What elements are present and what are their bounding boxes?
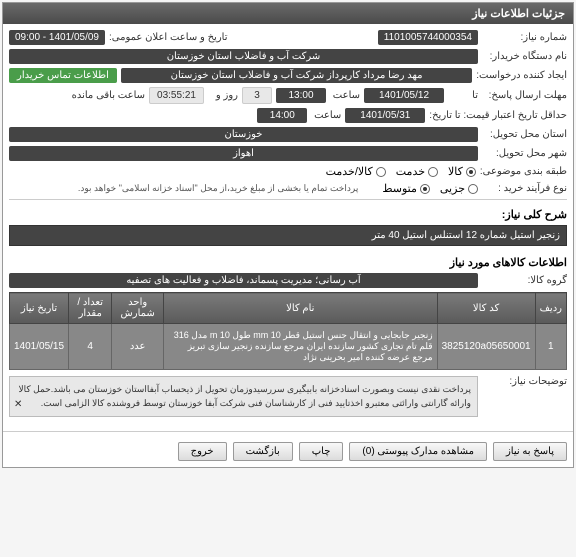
to-label: تا xyxy=(448,90,478,101)
notes-text: پرداخت نقدی نیست وبصورت اسنادخزانه بابیگ… xyxy=(18,384,471,408)
category-label: طبقه بندی موضوعی: xyxy=(480,166,567,177)
button-bar: پاسخ به نیاز مشاهده مدارک پیوستی (0) چاپ… xyxy=(3,436,573,467)
items-table: ردیف کد کالا نام کالا واحد شمارش تعداد /… xyxy=(9,292,567,370)
cell-qty: 4 xyxy=(69,324,112,370)
time-label-1: ساعت xyxy=(330,90,360,101)
attachments-button[interactable]: مشاهده مدارک پیوستی (0) xyxy=(349,442,487,461)
details-panel: جزئیات اطلاعات نیاز شماره نیاز: 11010057… xyxy=(2,2,574,468)
print-button[interactable]: چاپ xyxy=(299,442,344,461)
table-row[interactable]: 1 3825120a05650001 زنجیر جابجایی و انتقا… xyxy=(10,324,567,370)
notes-label: توضیحات نیاز: xyxy=(482,376,567,387)
creator-label: ایجاد کننده درخواست: xyxy=(476,70,567,81)
cell-name: زنجیر جابجایی و انتقال جنس استیل قطر 10 … xyxy=(164,324,438,370)
radio-both[interactable]: کالا/خدمت xyxy=(326,165,386,178)
group-label: گروه کالا: xyxy=(482,275,567,286)
items-section-title: اطلاعات کالاهای مورد نیاز xyxy=(9,252,567,273)
col-unit: واحد شمارش xyxy=(112,293,164,324)
deadline-time: 13:00 xyxy=(276,88,326,103)
group-value: آب رسانی؛ مدیریت پسماند، فاضلاب و فعالیت… xyxy=(9,273,478,288)
time-label-2: ساعت xyxy=(311,110,341,121)
radio-dot-icon xyxy=(376,167,386,177)
radio-dot-icon xyxy=(428,167,438,177)
days-and-label: روز و xyxy=(208,90,238,101)
process-label: نوع فرآیند خرید : xyxy=(482,183,567,194)
deadline-label: مهلت ارسال پاسخ: xyxy=(482,90,567,101)
city-label: شهر محل تحویل: xyxy=(482,148,567,159)
back-button[interactable]: بازگشت xyxy=(233,442,293,461)
valid-label: حداقل تاریخ اعتبار قیمت: تا تاریخ: xyxy=(429,110,567,121)
radio-small[interactable]: جزیی xyxy=(440,182,478,195)
valid-time: 14:00 xyxy=(257,108,307,123)
panel-title: جزئیات اطلاعات نیاز xyxy=(3,3,573,24)
reqno-value: 1101005744000354 xyxy=(378,30,478,45)
category-radios: کالا خدمت کالا/خدمت xyxy=(326,165,476,178)
cell-index: 1 xyxy=(535,324,566,370)
remain-label: ساعت باقی مانده xyxy=(72,90,145,101)
announce-value: 1401/05/09 - 09:00 xyxy=(9,30,105,45)
radio-medium[interactable]: متوسط xyxy=(382,182,430,195)
radio-dot-icon xyxy=(468,184,478,194)
cell-unit: عدد xyxy=(112,324,164,370)
close-icon[interactable]: ✕ xyxy=(14,397,22,412)
valid-date: 1401/05/31 xyxy=(345,108,425,123)
cell-date: 1401/05/15 xyxy=(10,324,69,370)
respond-button[interactable]: پاسخ به نیاز xyxy=(493,442,567,461)
desc-title-value: زنجیر استیل شماره 12 استنلس استیل 40 متر xyxy=(9,225,567,246)
process-note: پرداخت تمام یا بخشی از مبلغ خرید،از محل … xyxy=(78,183,358,194)
radio-goods[interactable]: کالا xyxy=(448,165,476,178)
cell-code: 3825120a05650001 xyxy=(437,324,535,370)
province-label: استان محل تحویل: xyxy=(482,129,567,140)
col-date: تاریخ نیاز xyxy=(10,293,69,324)
reqno-label: شماره نیاز: xyxy=(482,32,567,43)
exit-button[interactable]: خروج xyxy=(178,442,227,461)
col-name: نام کالا xyxy=(164,293,438,324)
creator-value: مهد رضا مرداد کارپرداز شرکت آب و فاضلاب … xyxy=(121,68,472,83)
col-qty: تعداد / مقدار xyxy=(69,293,112,324)
col-code: کد کالا xyxy=(437,293,535,324)
days-value: 3 xyxy=(242,87,272,104)
remain-time: 03:55:21 xyxy=(149,87,204,104)
radio-dot-icon xyxy=(466,167,476,177)
col-index: ردیف xyxy=(535,293,566,324)
notes-box: پرداخت نقدی نیست وبصورت اسنادخزانه بابیگ… xyxy=(9,376,478,417)
contact-badge[interactable]: اطلاعات تماس خریدار xyxy=(9,68,117,83)
city-value: اهواز xyxy=(9,146,478,161)
process-radios: جزیی متوسط xyxy=(382,182,478,195)
province-value: خوزستان xyxy=(9,127,478,142)
announce-label: تاریخ و ساعت اعلان عمومی: xyxy=(109,32,228,43)
table-header-row: ردیف کد کالا نام کالا واحد شمارش تعداد /… xyxy=(10,293,567,324)
radio-dot-icon xyxy=(420,184,430,194)
radio-service[interactable]: خدمت xyxy=(396,165,438,178)
deadline-date: 1401/05/12 xyxy=(364,88,444,103)
buyer-value: شرکت آب و فاضلاب استان خوزستان xyxy=(9,49,478,64)
desc-title-label: شرح کلی نیاز: xyxy=(9,204,567,225)
buyer-label: نام دستگاه خریدار: xyxy=(482,51,567,62)
